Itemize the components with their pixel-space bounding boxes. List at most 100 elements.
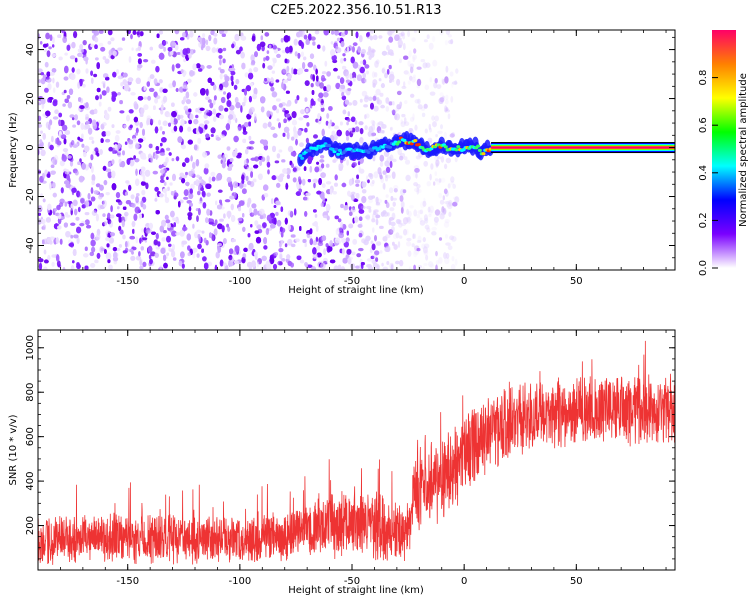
noise-speckle [422,200,427,207]
noise-speckle [58,112,63,118]
noise-speckle [256,261,260,268]
noise-speckle [275,108,280,114]
noise-speckle [423,214,428,222]
noise-speckle [182,226,188,231]
noise-speckle [59,198,65,204]
noise-speckle [316,75,319,82]
noise-speckle [430,163,434,170]
noise-speckle [59,238,63,245]
noise-speckle [445,30,451,35]
noise-speckle [369,30,375,34]
noise-speckle [449,235,455,240]
noise-speckle [64,98,69,104]
noise-speckle [390,196,394,201]
noise-speckle [134,103,139,110]
noise-speckle [320,172,326,178]
noise-speckle [393,188,398,193]
noise-speckle [426,34,430,39]
noise-speckle [452,183,457,189]
noise-speckle [444,76,449,84]
noise-speckle [171,111,177,118]
noise-speckle [405,174,411,182]
noise-speckle [85,58,88,65]
noise-speckle [424,224,430,230]
noise-speckle [45,110,51,117]
noise-speckle [416,240,422,243]
noise-speckle [373,105,379,112]
noise-speckle [403,55,409,60]
noise-speckle [306,122,310,127]
noise-speckle [396,78,401,86]
noise-speckle [376,97,380,104]
noise-speckle [224,107,229,112]
noise-speckle [433,216,439,223]
noise-speckle [414,168,420,173]
noise-speckle [90,154,94,161]
noise-speckle [226,223,230,228]
noise-speckle [400,188,406,196]
noise-speckle [72,124,76,128]
noise-speckle [210,134,214,137]
noise-speckle [206,208,211,216]
noise-speckle [175,232,181,236]
noise-speckle [397,37,402,41]
noise-speckle [207,77,212,84]
noise-speckle [410,93,415,98]
noise-speckle [80,198,85,204]
noise-speckle [443,221,450,228]
noise-speckle [443,208,447,215]
noise-speckle [38,68,43,73]
noise-speckle [56,254,60,262]
noise-speckle [161,219,167,227]
noise-speckle [231,80,234,87]
noise-speckle [43,249,47,255]
noise-speckle [381,50,387,56]
noise-speckle [410,66,414,74]
noise-speckle [433,82,438,89]
noise-speckle [242,213,245,218]
noise-speckle [447,183,451,189]
noise-speckle [45,32,50,40]
noise-speckle [317,241,324,247]
noise-speckle [389,30,396,34]
noise-speckle [432,59,438,67]
noise-speckle [386,261,390,265]
noise-speckle [208,176,212,183]
noise-speckle [195,114,199,119]
noise-speckle [206,65,212,69]
noise-speckle [415,172,418,179]
noise-speckle [235,49,241,55]
noise-speckle [253,113,257,121]
noise-speckle [451,132,456,138]
noise-speckle [313,209,317,213]
noise-speckle [435,134,438,138]
noise-speckle [122,150,125,156]
noise-speckle [300,109,305,115]
noise-speckle [383,182,386,190]
noise-speckle [223,213,226,219]
noise-speckle [350,56,355,64]
noise-speckle [381,130,385,134]
noise-speckle [361,196,367,204]
noise-speckle [341,182,347,188]
noise-speckle [420,106,426,111]
noise-speckle [425,62,431,68]
noise-speckle [85,68,89,74]
noise-speckle [407,217,412,224]
noise-speckle [395,232,400,239]
noise-speckle [402,42,406,51]
noise-speckle [303,115,309,119]
noise-speckle [389,127,393,131]
noise-speckle [378,35,383,39]
noise-speckle [384,199,388,204]
noise-speckle [409,63,415,69]
noise-speckle [370,240,374,245]
noise-speckle [343,205,349,211]
noise-speckle [370,131,376,138]
noise-speckle [361,189,367,194]
noise-speckle [440,124,443,130]
noise-speckle [229,67,236,72]
noise-speckle [398,219,402,225]
noise-speckle [385,166,391,173]
noise-speckle [396,104,400,109]
